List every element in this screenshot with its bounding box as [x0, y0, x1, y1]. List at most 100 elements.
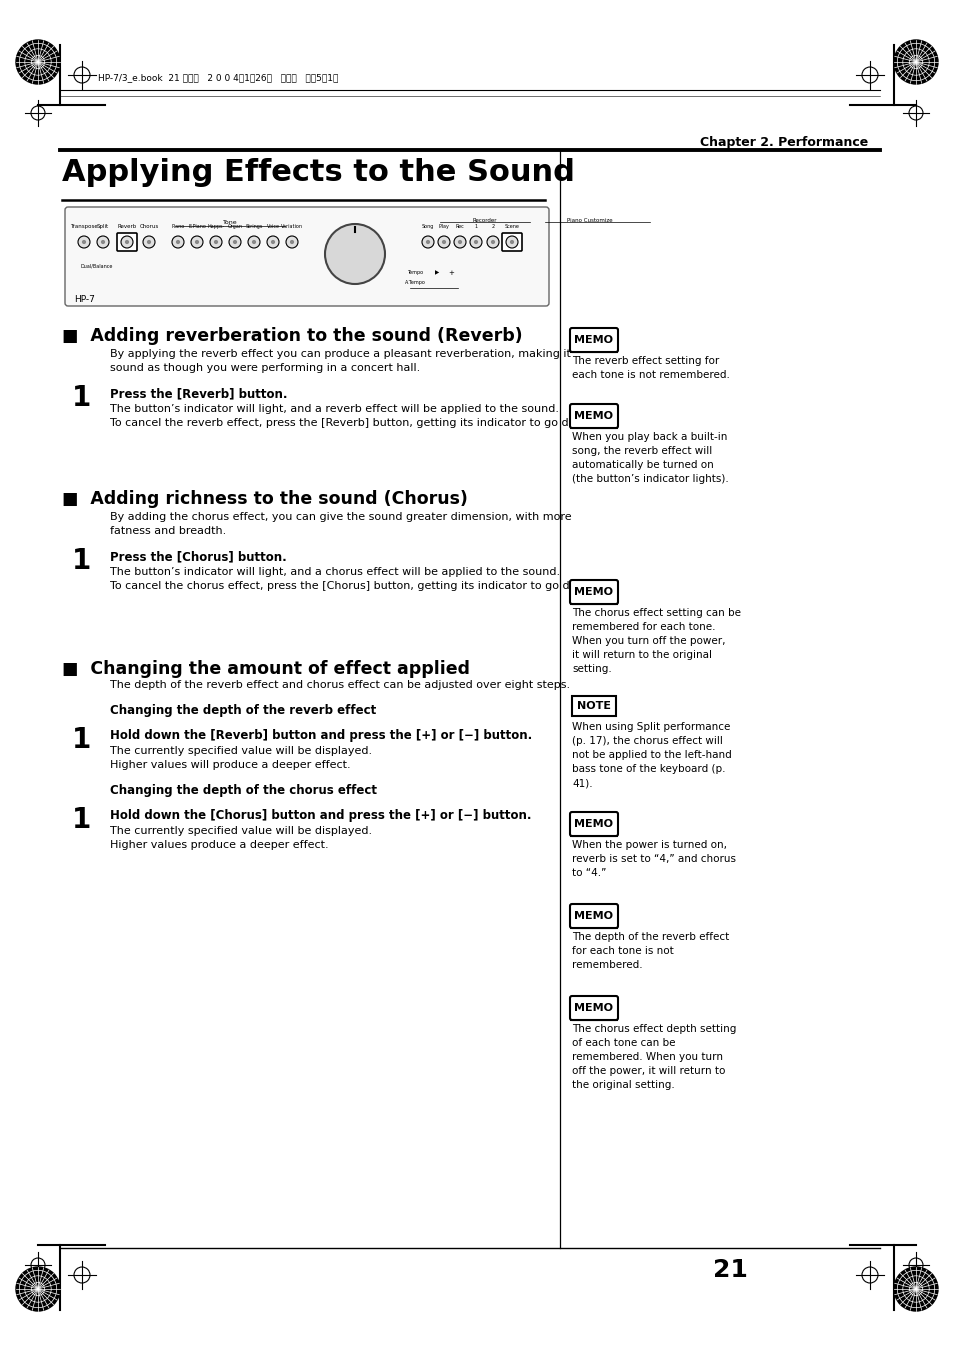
Text: The chorus effect setting can be: The chorus effect setting can be [572, 608, 740, 617]
Text: 1: 1 [71, 807, 91, 834]
FancyBboxPatch shape [569, 404, 618, 428]
Text: Organ: Organ [227, 224, 242, 230]
Text: Higher values produce a deeper effect.: Higher values produce a deeper effect. [110, 840, 328, 850]
Text: E.Piano: E.Piano [188, 224, 206, 230]
Text: Recorder: Recorder [473, 218, 497, 223]
Text: Transpose: Transpose [71, 224, 98, 230]
Text: A.Tempo: A.Tempo [404, 280, 425, 285]
Text: The chorus effect depth setting: The chorus effect depth setting [572, 1024, 736, 1034]
Circle shape [194, 240, 199, 245]
Text: not be applied to the left-hand: not be applied to the left-hand [572, 750, 731, 761]
Text: Voice: Voice [266, 224, 279, 230]
Circle shape [82, 240, 86, 245]
Circle shape [172, 236, 184, 249]
Text: remembered for each tone.: remembered for each tone. [572, 621, 715, 632]
Text: MEMO: MEMO [574, 819, 613, 830]
Text: The button’s indicator will light, and a reverb effect will be applied to the so: The button’s indicator will light, and a… [110, 404, 558, 413]
Text: bass tone of the keyboard (p.: bass tone of the keyboard (p. [572, 765, 724, 774]
Circle shape [509, 240, 514, 245]
Text: setting.: setting. [572, 663, 611, 674]
Text: Press the [Chorus] button.: Press the [Chorus] button. [110, 550, 287, 563]
Circle shape [175, 240, 180, 245]
Circle shape [191, 236, 203, 249]
Text: Press the [Reverb] button.: Press the [Reverb] button. [110, 386, 287, 400]
Circle shape [437, 236, 450, 249]
Text: the original setting.: the original setting. [572, 1079, 674, 1090]
Text: To cancel the chorus effect, press the [Chorus] button, getting its indicator to: To cancel the chorus effect, press the [… [110, 581, 591, 590]
Circle shape [78, 236, 90, 249]
Text: Changing the depth of the reverb effect: Changing the depth of the reverb effect [110, 704, 375, 717]
Circle shape [147, 240, 151, 245]
FancyBboxPatch shape [569, 996, 618, 1020]
Text: MEMO: MEMO [574, 411, 613, 422]
Circle shape [893, 41, 937, 84]
Circle shape [16, 1267, 60, 1310]
FancyBboxPatch shape [117, 232, 137, 251]
Text: 1: 1 [71, 725, 91, 754]
Circle shape [491, 240, 495, 245]
Bar [572, 696, 616, 716]
Text: MEMO: MEMO [574, 586, 613, 597]
Text: automatically be turned on: automatically be turned on [572, 459, 713, 470]
Text: 2: 2 [491, 224, 494, 230]
FancyBboxPatch shape [65, 207, 548, 305]
Text: HP-7: HP-7 [74, 295, 94, 304]
Circle shape [486, 236, 498, 249]
Text: ■  Adding reverberation to the sound (Reverb): ■ Adding reverberation to the sound (Rev… [62, 327, 522, 345]
Text: MEMO: MEMO [574, 911, 613, 921]
Text: to “4.”: to “4.” [572, 867, 606, 878]
Text: (p. 17), the chorus effect will: (p. 17), the chorus effect will [572, 736, 722, 746]
Text: To cancel the reverb effect, press the [Reverb] button, getting its indicator to: To cancel the reverb effect, press the [… [110, 417, 590, 428]
Text: Hold down the [Chorus] button and press the [+] or [−] button.: Hold down the [Chorus] button and press … [110, 809, 531, 821]
Text: Piano: Piano [172, 224, 185, 230]
Circle shape [286, 236, 297, 249]
Text: HP-7/3_e.book  21 ページ   2 0 0 4年1月26日   月曜日   午後5晎1分: HP-7/3_e.book 21 ページ 2 0 0 4年1月26日 月曜日 午… [98, 73, 338, 82]
Text: Tone: Tone [222, 220, 237, 226]
FancyBboxPatch shape [569, 580, 618, 604]
Text: Scene: Scene [504, 224, 518, 230]
Circle shape [143, 236, 154, 249]
Text: The depth of the reverb effect: The depth of the reverb effect [572, 932, 728, 942]
Text: ■  Changing the amount of effect applied: ■ Changing the amount of effect applied [62, 661, 470, 678]
Text: remembered.: remembered. [572, 961, 642, 970]
Text: When using Split performance: When using Split performance [572, 721, 730, 732]
Circle shape [425, 240, 430, 245]
Text: Reverb: Reverb [117, 224, 136, 230]
Text: 1: 1 [474, 224, 477, 230]
Text: Tempo: Tempo [407, 270, 422, 276]
Circle shape [454, 236, 465, 249]
Circle shape [210, 236, 222, 249]
Text: Rec: Rec [456, 224, 464, 230]
Text: 41).: 41). [572, 778, 592, 788]
Text: Happs-: Happs- [207, 224, 224, 230]
Text: 1: 1 [71, 384, 91, 412]
Text: of each tone can be: of each tone can be [572, 1038, 675, 1048]
Text: ▶: ▶ [435, 270, 438, 276]
Text: Song: Song [421, 224, 434, 230]
Circle shape [213, 240, 218, 245]
Text: Chorus: Chorus [139, 224, 158, 230]
Text: MEMO: MEMO [574, 1002, 613, 1013]
Circle shape [248, 236, 260, 249]
Text: When the power is turned on,: When the power is turned on, [572, 840, 726, 850]
Text: song, the reverb effect will: song, the reverb effect will [572, 446, 712, 457]
Circle shape [325, 224, 385, 284]
Circle shape [290, 240, 294, 245]
Circle shape [97, 236, 109, 249]
Text: Strings: Strings [245, 224, 262, 230]
Text: P.lay: P.lay [438, 224, 449, 230]
Circle shape [229, 236, 241, 249]
Text: it will return to the original: it will return to the original [572, 650, 711, 661]
FancyBboxPatch shape [569, 812, 618, 836]
Text: Applying Effects to the Sound: Applying Effects to the Sound [62, 158, 575, 186]
Text: The currently specified value will be displayed.: The currently specified value will be di… [110, 746, 372, 757]
Text: sound as though you were performing in a concert hall.: sound as though you were performing in a… [110, 363, 420, 373]
Circle shape [893, 1267, 937, 1310]
Text: reverb is set to “4,” and chorus: reverb is set to “4,” and chorus [572, 854, 735, 865]
Text: The button’s indicator will light, and a chorus effect will be applied to the so: The button’s indicator will light, and a… [110, 567, 559, 577]
Text: (the button’s indicator lights).: (the button’s indicator lights). [572, 474, 728, 484]
Text: each tone is not remembered.: each tone is not remembered. [572, 370, 729, 380]
Circle shape [470, 236, 481, 249]
Circle shape [441, 240, 446, 245]
Text: By applying the reverb effect you can produce a pleasant reverberation, making i: By applying the reverb effect you can pr… [110, 349, 570, 359]
